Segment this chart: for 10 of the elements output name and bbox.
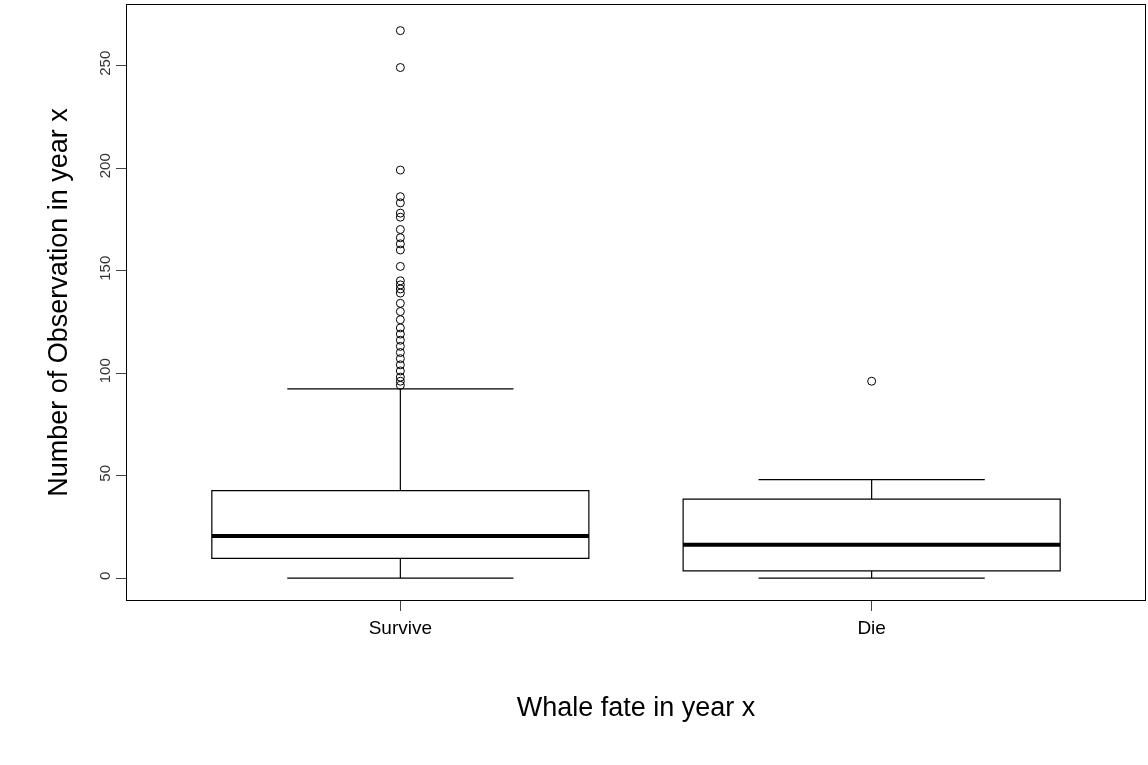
y-axis-title: Number of Observation in year x <box>43 107 74 497</box>
y-tick-label: 200 <box>96 153 113 179</box>
y-tick-label: 50 <box>96 464 113 482</box>
y-tick-label: 0 <box>96 571 113 580</box>
x-axis-title: Whale fate in year x <box>516 692 756 723</box>
y-tick-label: 100 <box>96 358 113 384</box>
x-tick-label: Survive <box>368 616 433 638</box>
x-tick-label: Die <box>857 616 886 638</box>
y-tick-label: 250 <box>96 50 113 76</box>
y-tick-label: 150 <box>96 255 113 281</box>
